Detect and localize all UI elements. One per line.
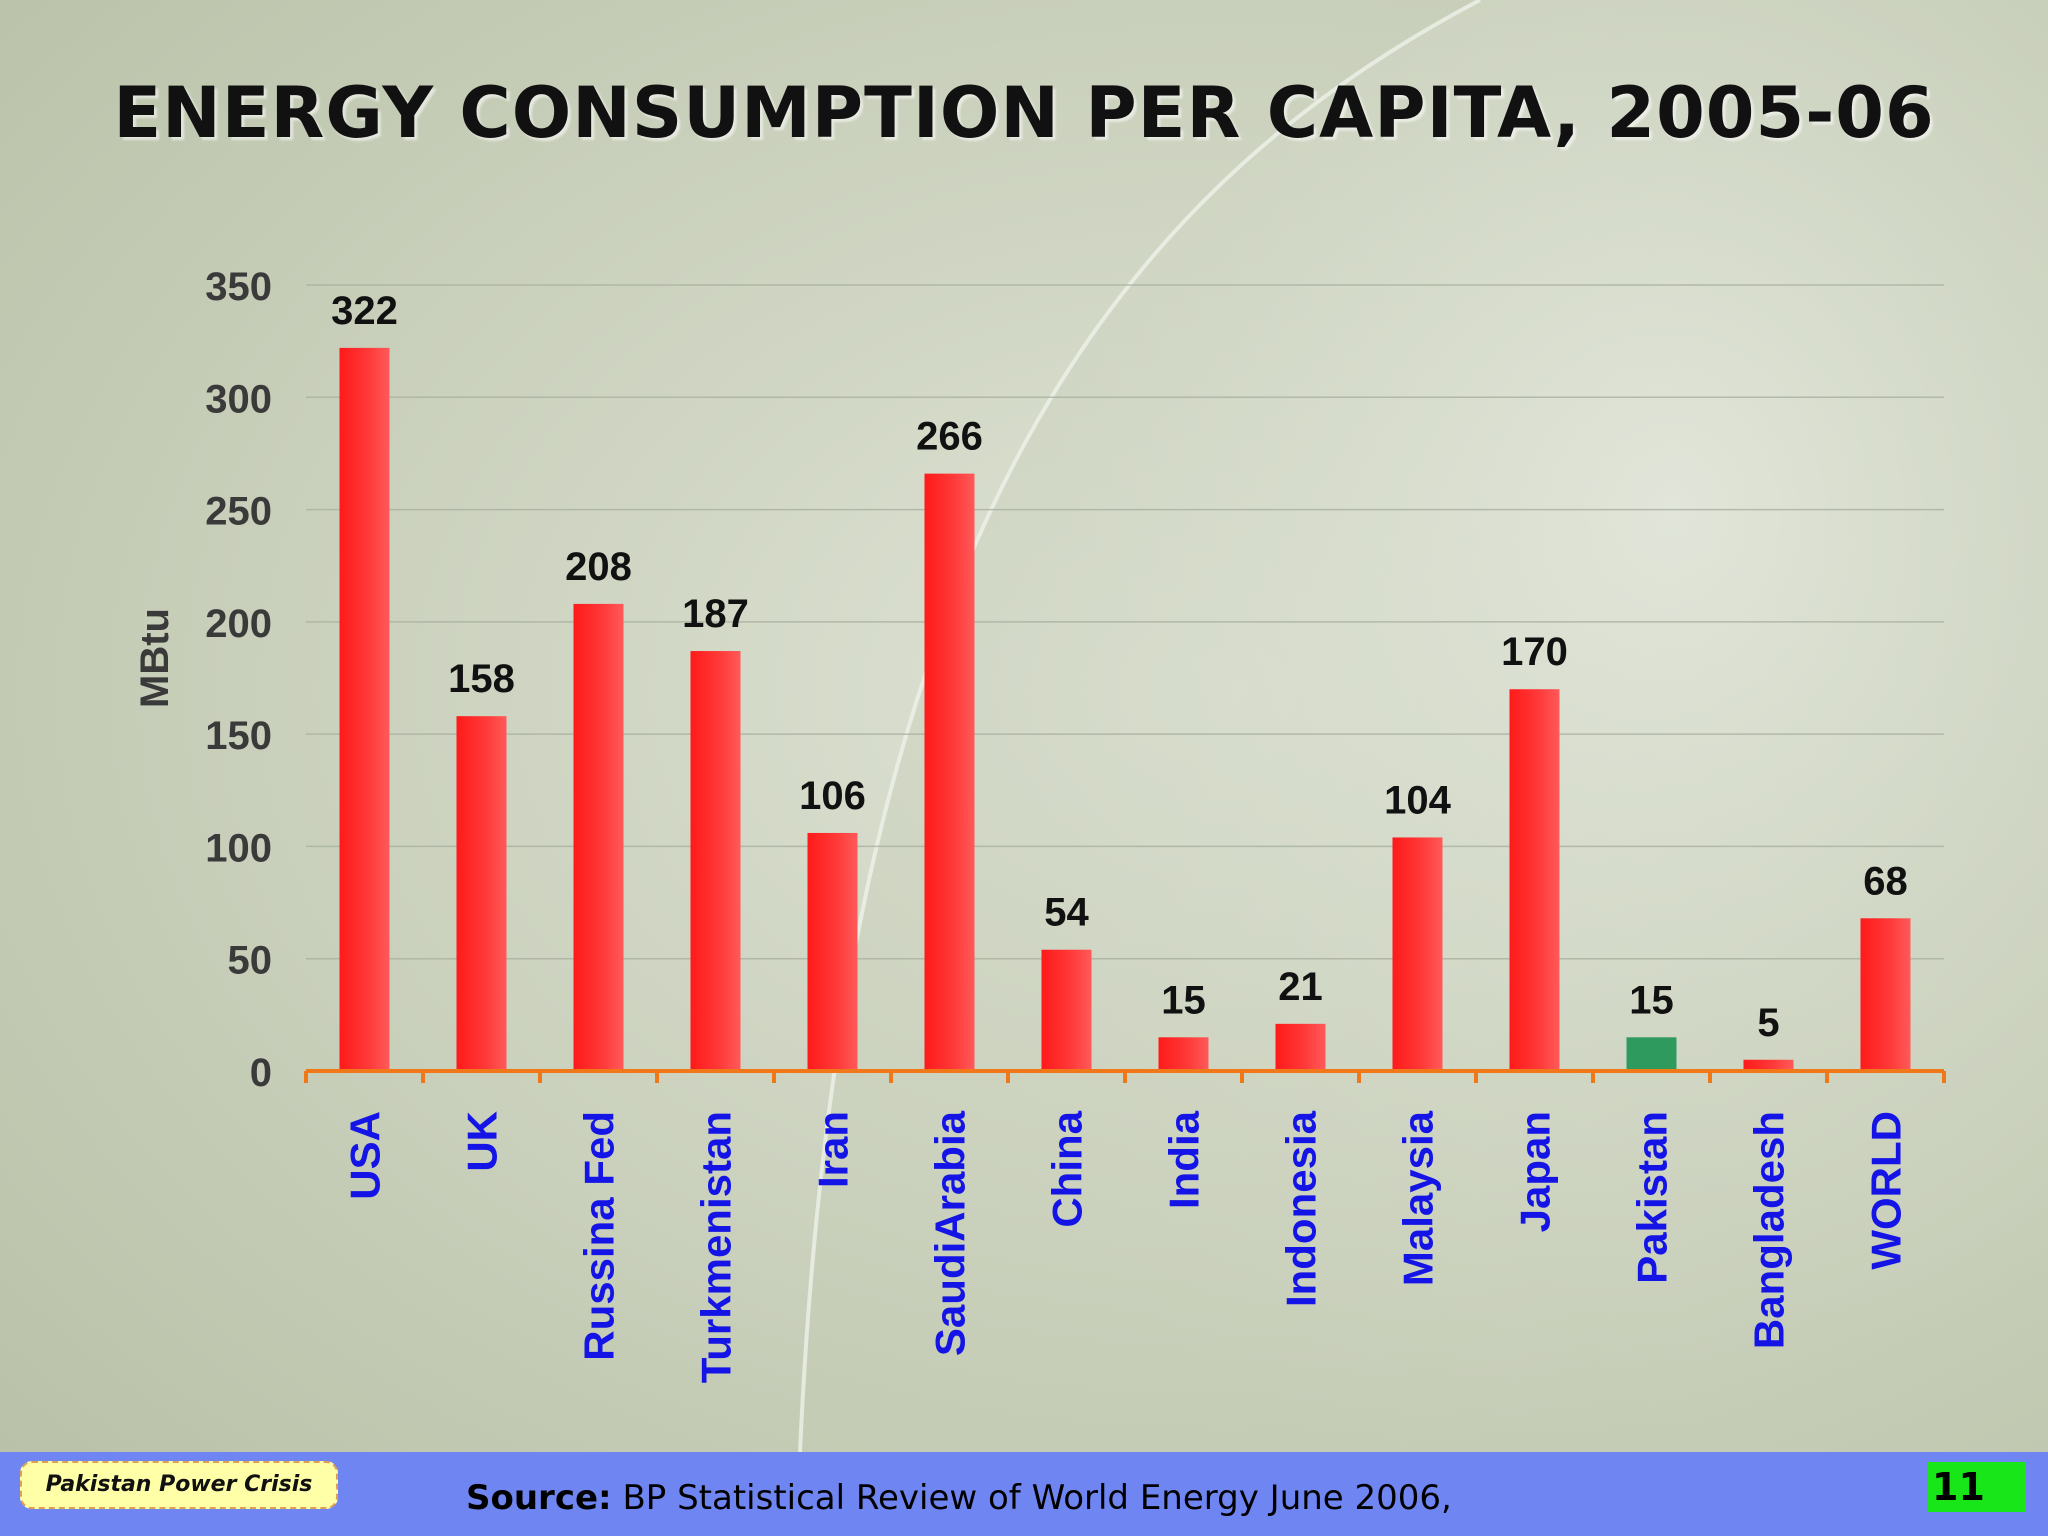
value-label: 15 <box>1161 978 1206 1022</box>
y-tick-label: 0 <box>250 1051 272 1095</box>
bar-india <box>1158 1037 1209 1071</box>
bar-pakistan <box>1626 1037 1677 1071</box>
bar-china <box>1041 949 1092 1071</box>
value-label: 104 <box>1384 778 1451 822</box>
bar-saudiarabia <box>924 473 975 1071</box>
y-tick-label: 50 <box>228 939 273 983</box>
y-tick-label: 350 <box>205 265 272 309</box>
category-label: UK <box>459 1111 506 1172</box>
y-tick-label: 300 <box>205 377 272 421</box>
y-tick-label: 150 <box>205 714 272 758</box>
bar-usa <box>339 347 390 1071</box>
value-label: 170 <box>1501 630 1568 674</box>
page-number: 11 <box>1928 1462 2026 1512</box>
bar-iran <box>807 832 858 1071</box>
bar-chart: 0 50 100 150 200 250 300 350 MBtu 322 158 208 187 1… <box>133 265 1946 1383</box>
bar-world <box>1860 918 1911 1071</box>
chart-title: ENERGY CONSUMPTION PER CAPITA, 2005-06 <box>113 72 1935 154</box>
category-label: Japan <box>1512 1111 1559 1232</box>
source-label: Source: <box>466 1478 612 1518</box>
y-tick-label: 100 <box>205 826 272 870</box>
value-label: 266 <box>916 415 983 459</box>
value-label: 322 <box>331 289 398 333</box>
bar-russina-fed <box>573 603 624 1071</box>
y-axis-title: MBtu <box>133 608 177 708</box>
category-label: Turkmenistan <box>693 1111 740 1383</box>
footer-bar <box>0 1452 2048 1536</box>
category-label: China <box>1044 1110 1091 1227</box>
category-label: India <box>1161 1110 1208 1209</box>
category-label: SaudiArabia <box>927 1110 974 1356</box>
category-label: Indonesia <box>1278 1110 1325 1307</box>
value-label: 158 <box>448 657 515 701</box>
source-text: BP Statistical Review of World Energy Ju… <box>611 1478 1452 1518</box>
category-label: Bangladesh <box>1746 1111 1793 1349</box>
y-tick-label: 200 <box>205 602 272 646</box>
category-label: USA <box>342 1111 389 1200</box>
category-label: Russina Fed <box>576 1111 623 1361</box>
category-label: WORLD <box>1863 1111 1910 1270</box>
value-label: 187 <box>682 592 749 636</box>
value-label: 15 <box>1629 978 1674 1022</box>
footer-tag: Pakistan Power Crisis <box>20 1461 338 1509</box>
category-label: Pakistan <box>1629 1111 1676 1284</box>
value-label: 68 <box>1863 859 1908 903</box>
category-label: Malaysia <box>1395 1110 1442 1286</box>
value-label: 5 <box>1757 1001 1779 1045</box>
bar-malaysia <box>1392 837 1443 1071</box>
bar-bangladesh <box>1743 1059 1794 1071</box>
bar-uk <box>456 716 507 1071</box>
bar-indonesia <box>1275 1023 1326 1071</box>
value-label: 106 <box>799 774 866 818</box>
value-label: 54 <box>1044 891 1089 935</box>
source-note: Source: BP Statistical Review of World E… <box>466 1476 1452 1520</box>
value-label: 208 <box>565 545 632 589</box>
y-tick-label: 250 <box>205 490 272 534</box>
bar-turkmenistan <box>690 651 741 1071</box>
bar-japan <box>1509 689 1560 1071</box>
category-label: Iran <box>810 1111 857 1188</box>
value-label: 21 <box>1278 965 1323 1009</box>
